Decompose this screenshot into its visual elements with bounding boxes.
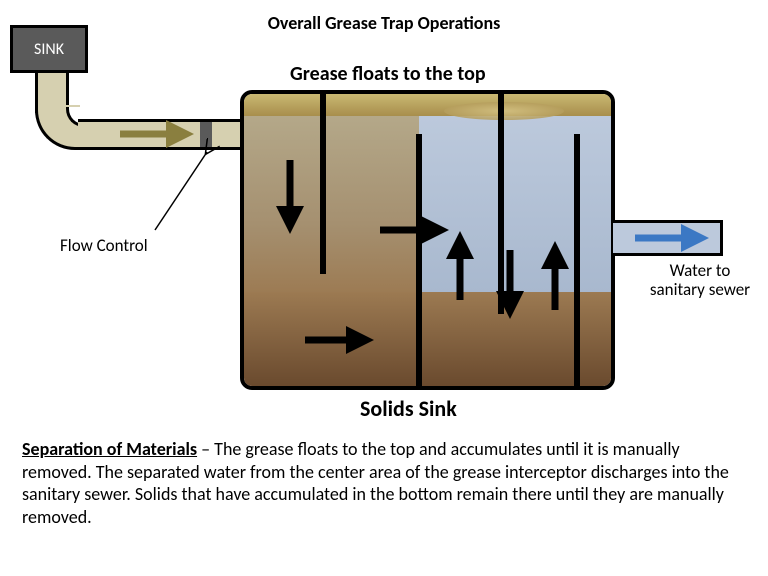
flow-control-valve [200, 119, 212, 150]
flow-control-label: Flow Control [60, 235, 148, 256]
baffle-3 [498, 94, 504, 314]
inlet-pipe-horizontal [78, 119, 243, 150]
grease-trap-tank [240, 90, 615, 390]
sewer-label: Water to sanitary sewer [640, 262, 760, 299]
solids-label: Solids Sink [360, 395, 457, 422]
description-paragraph: Separation of Materials – The grease flo… [22, 438, 742, 528]
flow-control-pointer [155, 152, 207, 230]
outlet-pipe [613, 220, 723, 256]
sewer-label-2: sanitary sewer [650, 279, 750, 300]
clean-water-region [419, 116, 611, 296]
grease-blob [444, 102, 564, 120]
dirty-water-region [244, 116, 419, 296]
tank-inner [244, 94, 611, 386]
baffle-2 [416, 134, 422, 386]
sink-label: SINK [34, 40, 64, 59]
grease-label: Grease floats to the top [290, 62, 486, 86]
sink-box: SINK [10, 25, 88, 73]
solids-layer [244, 292, 611, 386]
page-title: Overall Grease Trap Operations [0, 12, 768, 34]
baffle-1 [320, 94, 326, 274]
description-lead: Separation of Materials [22, 438, 197, 460]
baffle-4 [574, 134, 580, 386]
